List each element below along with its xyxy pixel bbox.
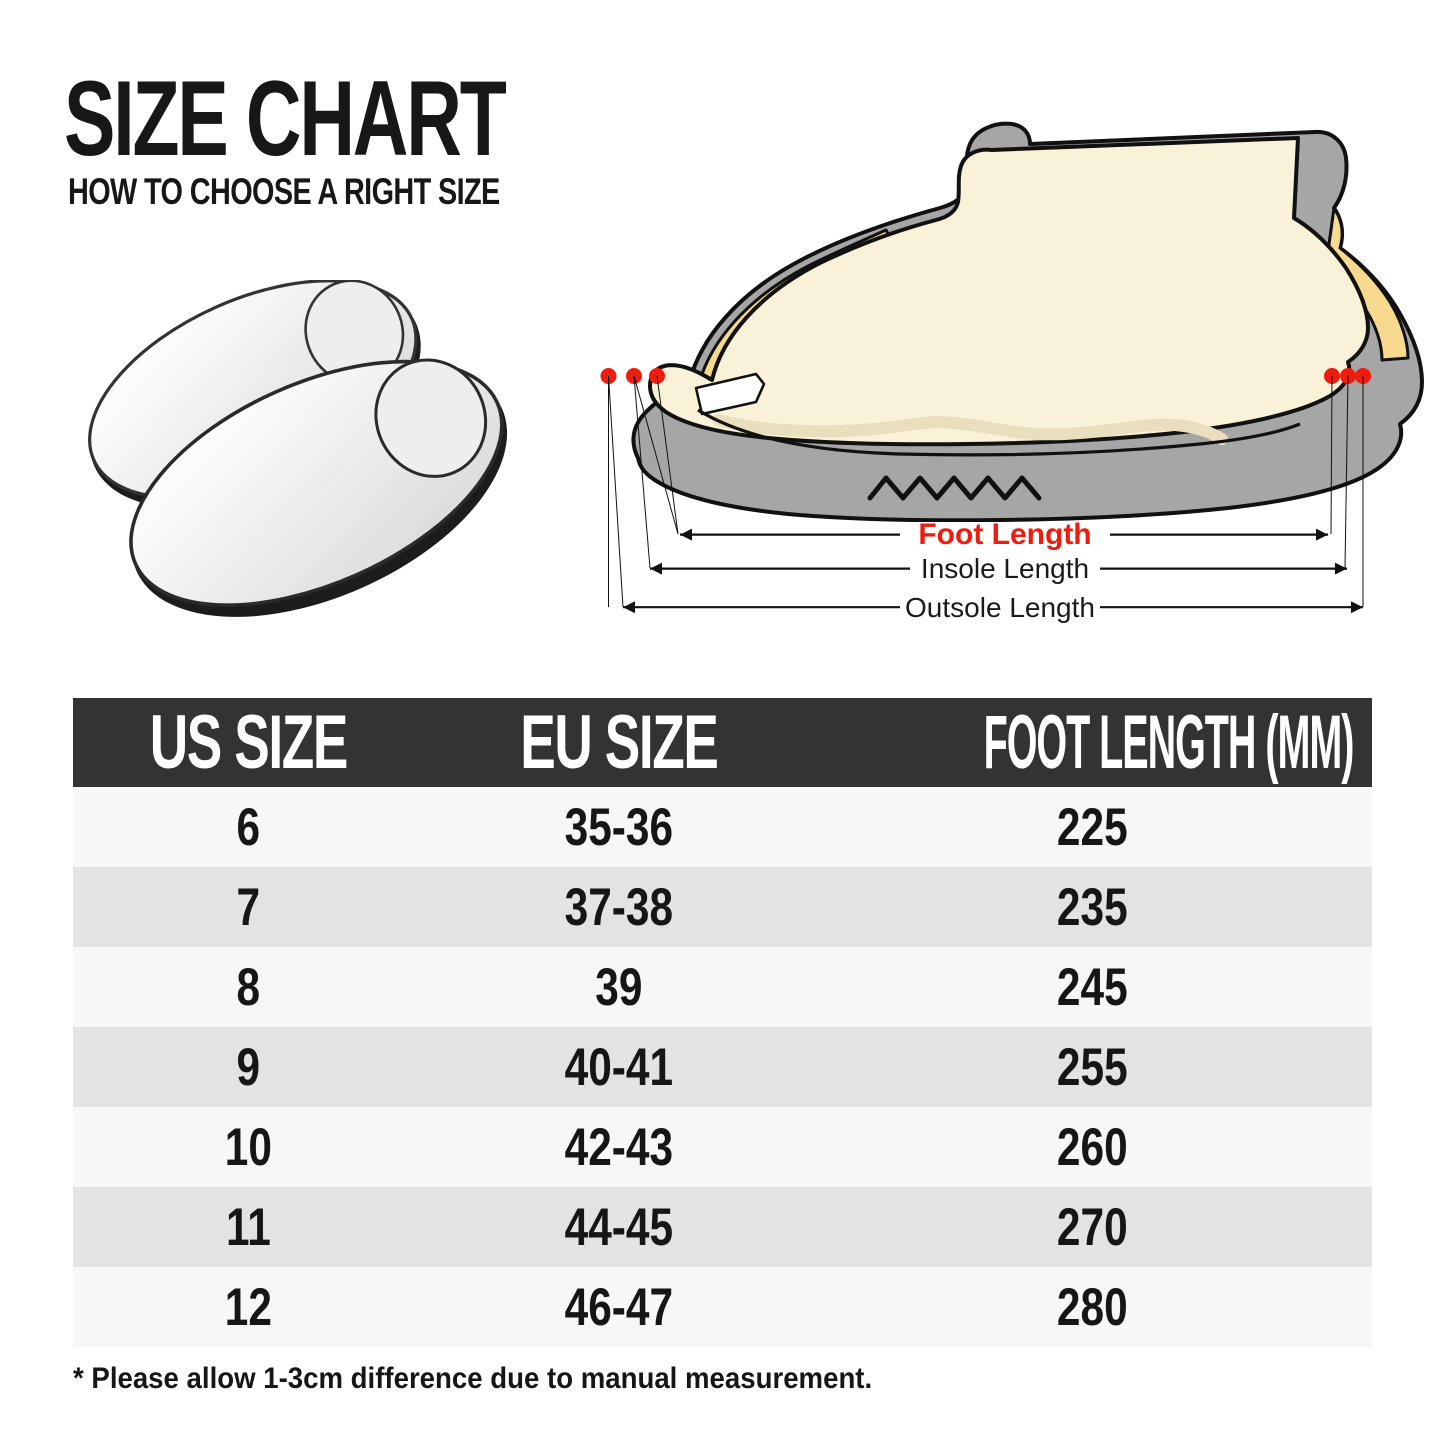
- svg-text:Insole Length: Insole Length: [921, 553, 1089, 584]
- svg-text:Outsole Length: Outsole Length: [905, 592, 1095, 623]
- svg-text:Foot Length: Foot Length: [918, 518, 1091, 551]
